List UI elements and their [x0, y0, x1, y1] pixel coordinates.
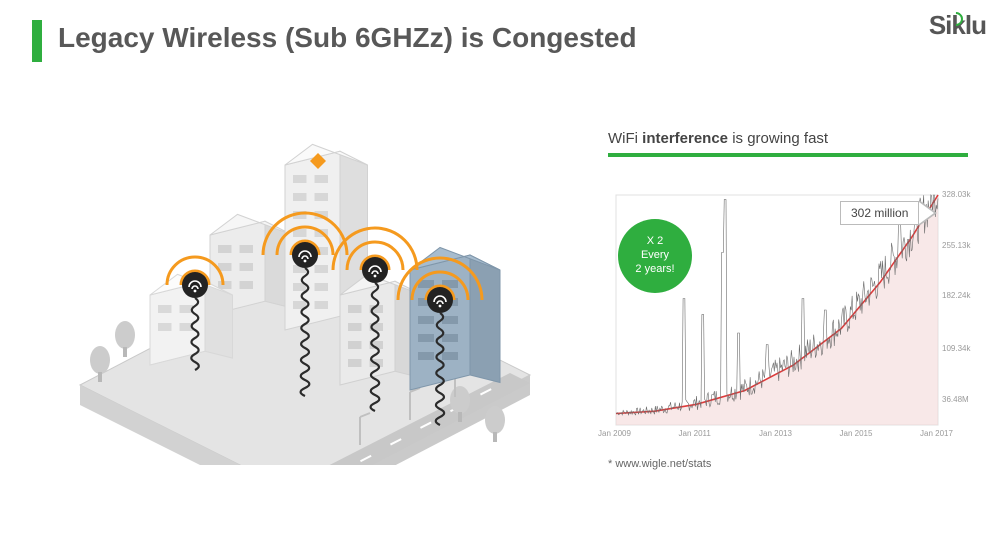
panel-title: WiFi interference is growing fast [608, 130, 978, 147]
slide-title: Legacy Wireless (Sub 6GHZz) is Congested [58, 22, 637, 54]
arrow-head-icon [919, 200, 937, 226]
title-accent-bar [32, 20, 42, 62]
wifi-interference-panel: WiFi interference is growing fast X 2 Ev… [608, 130, 978, 445]
city-congestion-illustration [30, 85, 550, 465]
panel-rule [608, 153, 968, 157]
chart-footnote: * www.wigle.net/stats [608, 458, 711, 470]
interference-chart: X 2 Every 2 years! 302 million 36.48M109… [608, 175, 968, 445]
stat-arrow-label: 302 million [840, 201, 919, 225]
doubling-badge: X 2 Every 2 years! [618, 219, 692, 293]
stat-arrow: 302 million [840, 200, 937, 226]
siklu-logo: Siklu [929, 10, 986, 41]
